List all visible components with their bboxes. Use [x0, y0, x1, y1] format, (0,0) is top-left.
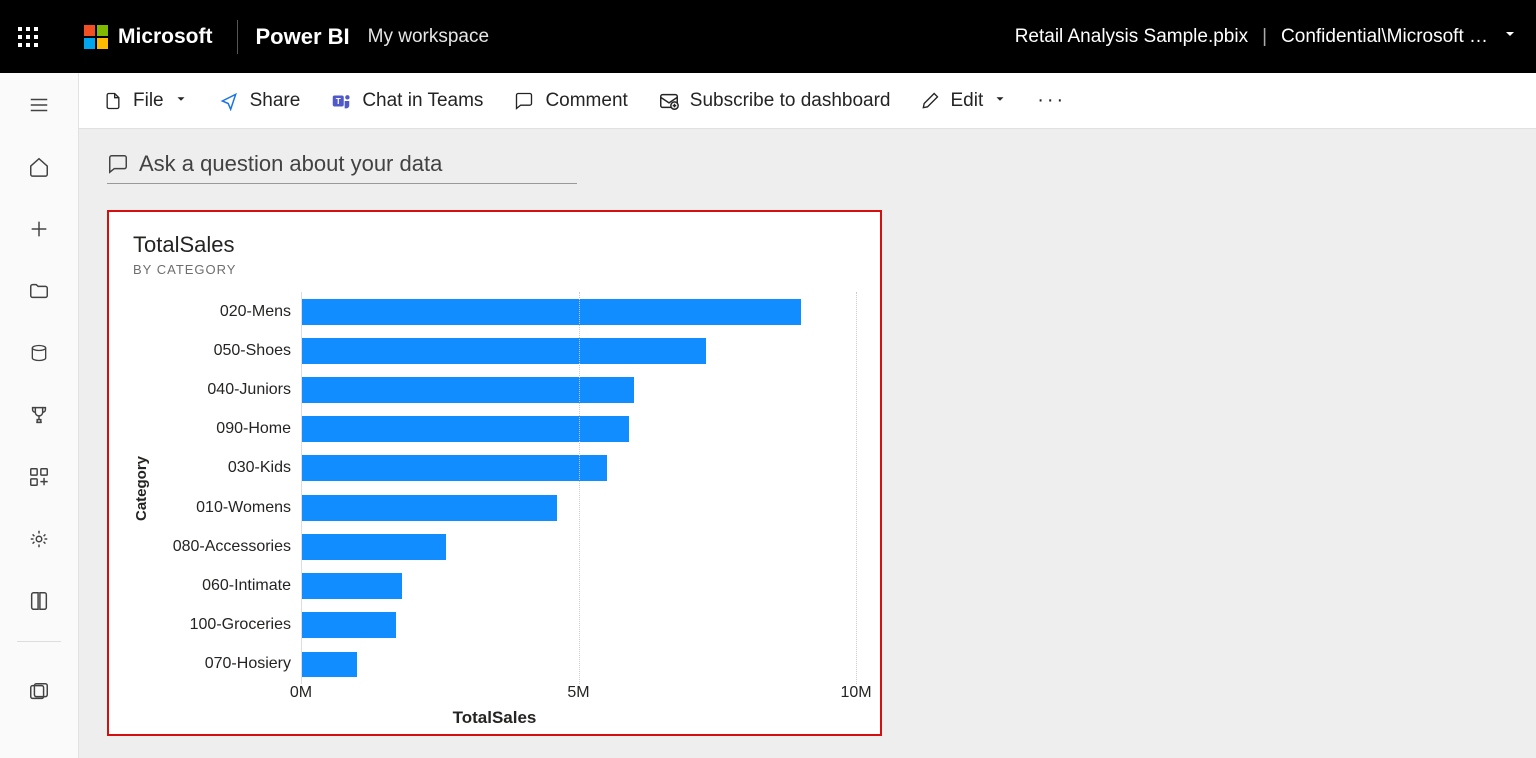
deployment-pipelines-icon[interactable]	[19, 527, 59, 551]
product-label[interactable]: Power BI	[256, 24, 350, 50]
dashboard-toolbar: File Share T Chat in Teams Comment Subsc…	[79, 73, 1536, 129]
app-launcher-icon[interactable]	[18, 27, 38, 47]
bar[interactable]	[302, 455, 607, 481]
apps-icon[interactable]	[19, 465, 59, 489]
create-plus-icon[interactable]	[19, 217, 59, 241]
bars-area	[301, 292, 856, 684]
header-divider	[237, 20, 238, 54]
bar[interactable]	[302, 377, 634, 403]
category-label: 100-Groceries	[153, 606, 301, 645]
qna-ask-input[interactable]: Ask a question about your data	[107, 151, 577, 184]
category-label: 040-Juniors	[153, 370, 301, 409]
chart-plot-area: Category 020-Mens050-Shoes040-Juniors090…	[133, 292, 856, 684]
comment-label: Comment	[545, 90, 627, 112]
edit-label: Edit	[950, 90, 983, 112]
x-tick-label: 5M	[567, 684, 589, 702]
sensitivity-label[interactable]: Confidential\Microsoft …	[1281, 26, 1488, 48]
y-axis-title: Category	[133, 292, 153, 684]
chart-tile-totalsales[interactable]: TotalSales BY CATEGORY Category 020-Mens…	[107, 210, 882, 736]
browse-folder-icon[interactable]	[19, 279, 59, 303]
content-area: File Share T Chat in Teams Comment Subsc…	[79, 73, 1536, 758]
dashboard-canvas: Ask a question about your data TotalSale…	[79, 129, 1536, 758]
qna-placeholder: Ask a question about your data	[139, 151, 442, 177]
header-right: Retail Analysis Sample.pbix | Confidenti…	[1015, 26, 1518, 48]
bar[interactable]	[302, 495, 557, 521]
bar[interactable]	[302, 652, 357, 678]
chevron-down-icon	[993, 90, 1007, 112]
chart-title: TotalSales	[133, 232, 856, 258]
microsoft-logo-icon	[84, 25, 108, 49]
x-tick-label: 0M	[290, 684, 312, 702]
data-hub-icon[interactable]	[19, 341, 59, 365]
category-label: 050-Shoes	[153, 331, 301, 370]
y-axis-labels: 020-Mens050-Shoes040-Juniors090-Home030-…	[153, 292, 301, 684]
metrics-trophy-icon[interactable]	[19, 403, 59, 427]
bar[interactable]	[302, 534, 446, 560]
bar[interactable]	[302, 612, 396, 638]
comment-button[interactable]: Comment	[513, 90, 627, 112]
bar[interactable]	[302, 299, 801, 325]
category-label: 070-Hosiery	[153, 645, 301, 684]
edit-button[interactable]: Edit	[920, 90, 1007, 112]
category-label: 030-Kids	[153, 449, 301, 488]
x-axis-title: TotalSales	[109, 708, 880, 728]
left-nav-rail	[0, 73, 79, 758]
category-label: 080-Accessories	[153, 527, 301, 566]
file-name-label[interactable]: Retail Analysis Sample.pbix	[1015, 26, 1248, 48]
gridline	[579, 292, 580, 684]
microsoft-label: Microsoft	[118, 25, 213, 49]
learn-icon[interactable]	[19, 589, 59, 613]
svg-text:T: T	[336, 97, 341, 106]
chat-in-teams-button[interactable]: T Chat in Teams	[330, 90, 483, 112]
gridline	[856, 292, 857, 684]
comment-icon	[107, 153, 129, 175]
workspaces-icon[interactable]	[19, 680, 59, 704]
home-icon[interactable]	[19, 155, 59, 179]
chevron-down-icon[interactable]	[1502, 26, 1518, 48]
global-header: Microsoft Power BI My workspace Retail A…	[0, 0, 1536, 73]
chat-teams-label: Chat in Teams	[362, 90, 483, 112]
bar[interactable]	[302, 338, 706, 364]
header-separator: |	[1262, 26, 1267, 48]
bar[interactable]	[302, 573, 402, 599]
chevron-down-icon	[174, 90, 188, 112]
subscribe-button[interactable]: Subscribe to dashboard	[658, 90, 891, 112]
category-label: 010-Womens	[153, 488, 301, 527]
category-label: 060-Intimate	[153, 566, 301, 605]
share-button[interactable]: Share	[218, 90, 301, 112]
category-label: 090-Home	[153, 410, 301, 449]
x-tick-label: 10M	[840, 684, 871, 702]
file-label: File	[133, 90, 164, 112]
more-options-button[interactable]: ···	[1037, 89, 1066, 112]
workspace-breadcrumb[interactable]: My workspace	[368, 26, 489, 48]
rail-divider	[17, 641, 61, 642]
share-label: Share	[250, 90, 301, 112]
x-axis-ticks: 0M5M10M	[301, 684, 856, 704]
file-menu-button[interactable]: File	[103, 90, 188, 112]
chart-subtitle: BY CATEGORY	[133, 262, 856, 277]
hamburger-menu-icon[interactable]	[19, 93, 59, 117]
subscribe-label: Subscribe to dashboard	[690, 90, 891, 112]
category-label: 020-Mens	[153, 292, 301, 331]
